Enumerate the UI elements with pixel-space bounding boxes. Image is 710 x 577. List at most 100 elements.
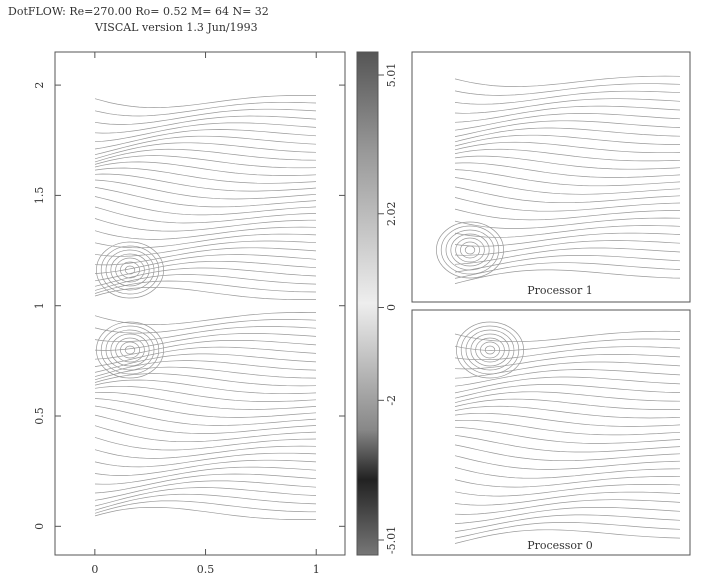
contour-line — [94, 333, 317, 351]
contour-line — [454, 113, 681, 131]
colorbar-tick-label: -5.01 — [385, 526, 398, 554]
contour-ring — [115, 337, 145, 363]
contour-line — [94, 319, 317, 334]
contour-line — [94, 353, 317, 373]
contour-ring — [450, 233, 490, 267]
contour-line — [94, 267, 317, 287]
contour-line — [94, 218, 316, 232]
contour-line — [454, 208, 680, 221]
contour-line — [94, 459, 317, 476]
contour-line — [454, 426, 681, 444]
contour-line — [94, 398, 317, 418]
contour-line — [94, 108, 317, 125]
contour-line — [94, 339, 317, 360]
contour-line — [454, 148, 681, 162]
contour-line — [454, 98, 681, 114]
contour-line — [454, 369, 681, 387]
contour-line — [94, 155, 317, 169]
x-tick-label: 1 — [313, 563, 320, 576]
contour-line — [454, 376, 681, 394]
contour-line — [94, 425, 317, 443]
y-tick-label: 1 — [33, 302, 46, 309]
contour-line — [454, 338, 681, 352]
contour-line — [454, 162, 681, 178]
contour-line — [454, 240, 681, 256]
contour-line — [94, 135, 317, 156]
contour-line — [454, 384, 681, 399]
contour-line — [94, 385, 317, 402]
contour-line — [454, 346, 681, 361]
contour-line — [454, 405, 681, 419]
contour-line — [454, 398, 681, 410]
contour-line — [94, 233, 317, 249]
main-frame — [54, 51, 346, 556]
contour-ring — [115, 257, 145, 283]
contour-line — [94, 487, 317, 507]
contour-line — [94, 414, 317, 434]
contour-ring — [124, 265, 136, 275]
x-tick-label: 0.5 — [197, 563, 215, 576]
contour-line — [454, 514, 681, 532]
contour-line — [454, 412, 681, 427]
y-tick-label: 0.5 — [33, 407, 46, 425]
contour-ring — [440, 225, 500, 275]
contour-line — [94, 173, 317, 192]
contour-line — [94, 286, 317, 300]
contour-ring — [96, 321, 164, 379]
contour-line — [94, 373, 317, 387]
contour-line — [454, 120, 681, 137]
contour-line — [454, 169, 681, 187]
contour-line — [454, 499, 681, 515]
contour-line — [454, 476, 681, 488]
contour-ring — [105, 249, 155, 291]
contour-line — [454, 419, 681, 436]
contour-ring — [96, 241, 164, 299]
panel-frame — [411, 309, 691, 556]
contour-line — [454, 330, 681, 343]
contour-line — [94, 466, 317, 485]
contour-line — [454, 141, 681, 154]
contour-line — [454, 177, 681, 195]
contour-line — [454, 444, 681, 462]
panel-label: Processor 0 — [527, 539, 593, 552]
contour-line — [94, 493, 317, 511]
colorbar-tick-label: 2.02 — [385, 202, 398, 227]
contour-line — [454, 197, 681, 212]
contour-line — [94, 148, 317, 163]
contour-line — [94, 366, 317, 381]
contour-line — [94, 122, 317, 143]
contour-ring — [100, 245, 160, 295]
contour-ring — [480, 341, 500, 359]
contour-ring — [470, 333, 510, 367]
contour-ring — [475, 337, 505, 363]
contour-line — [454, 434, 681, 453]
contour-line — [454, 232, 681, 247]
contour-ring — [110, 333, 150, 367]
subtitle: VISCAL version 1.3 Jun/1993 — [94, 21, 258, 34]
contour-line — [94, 405, 317, 426]
contour-line — [94, 101, 317, 117]
contour-ring — [124, 345, 136, 355]
contours — [94, 75, 681, 544]
contour-line — [94, 142, 317, 160]
contour-line — [454, 155, 681, 170]
contour-line — [454, 186, 681, 204]
contour-line — [94, 500, 316, 514]
contour-line — [454, 255, 681, 273]
contour-ring — [455, 237, 485, 263]
contour-line — [94, 179, 317, 200]
contour-line — [454, 134, 680, 147]
contour-ring — [460, 325, 520, 375]
contour-line — [94, 167, 317, 184]
contour-line — [454, 90, 681, 105]
y-tick-label: 1.5 — [33, 187, 46, 205]
contour-line — [454, 522, 681, 539]
contour-line — [454, 217, 681, 229]
label-bg — [520, 538, 600, 554]
colorbar-tick-label: 5.01 — [385, 63, 398, 88]
contour-ring — [120, 261, 140, 279]
colorbar-tick-label: 0 — [385, 304, 398, 311]
contour-line — [94, 115, 317, 134]
contour-line — [454, 483, 681, 497]
contour-line — [94, 360, 317, 377]
